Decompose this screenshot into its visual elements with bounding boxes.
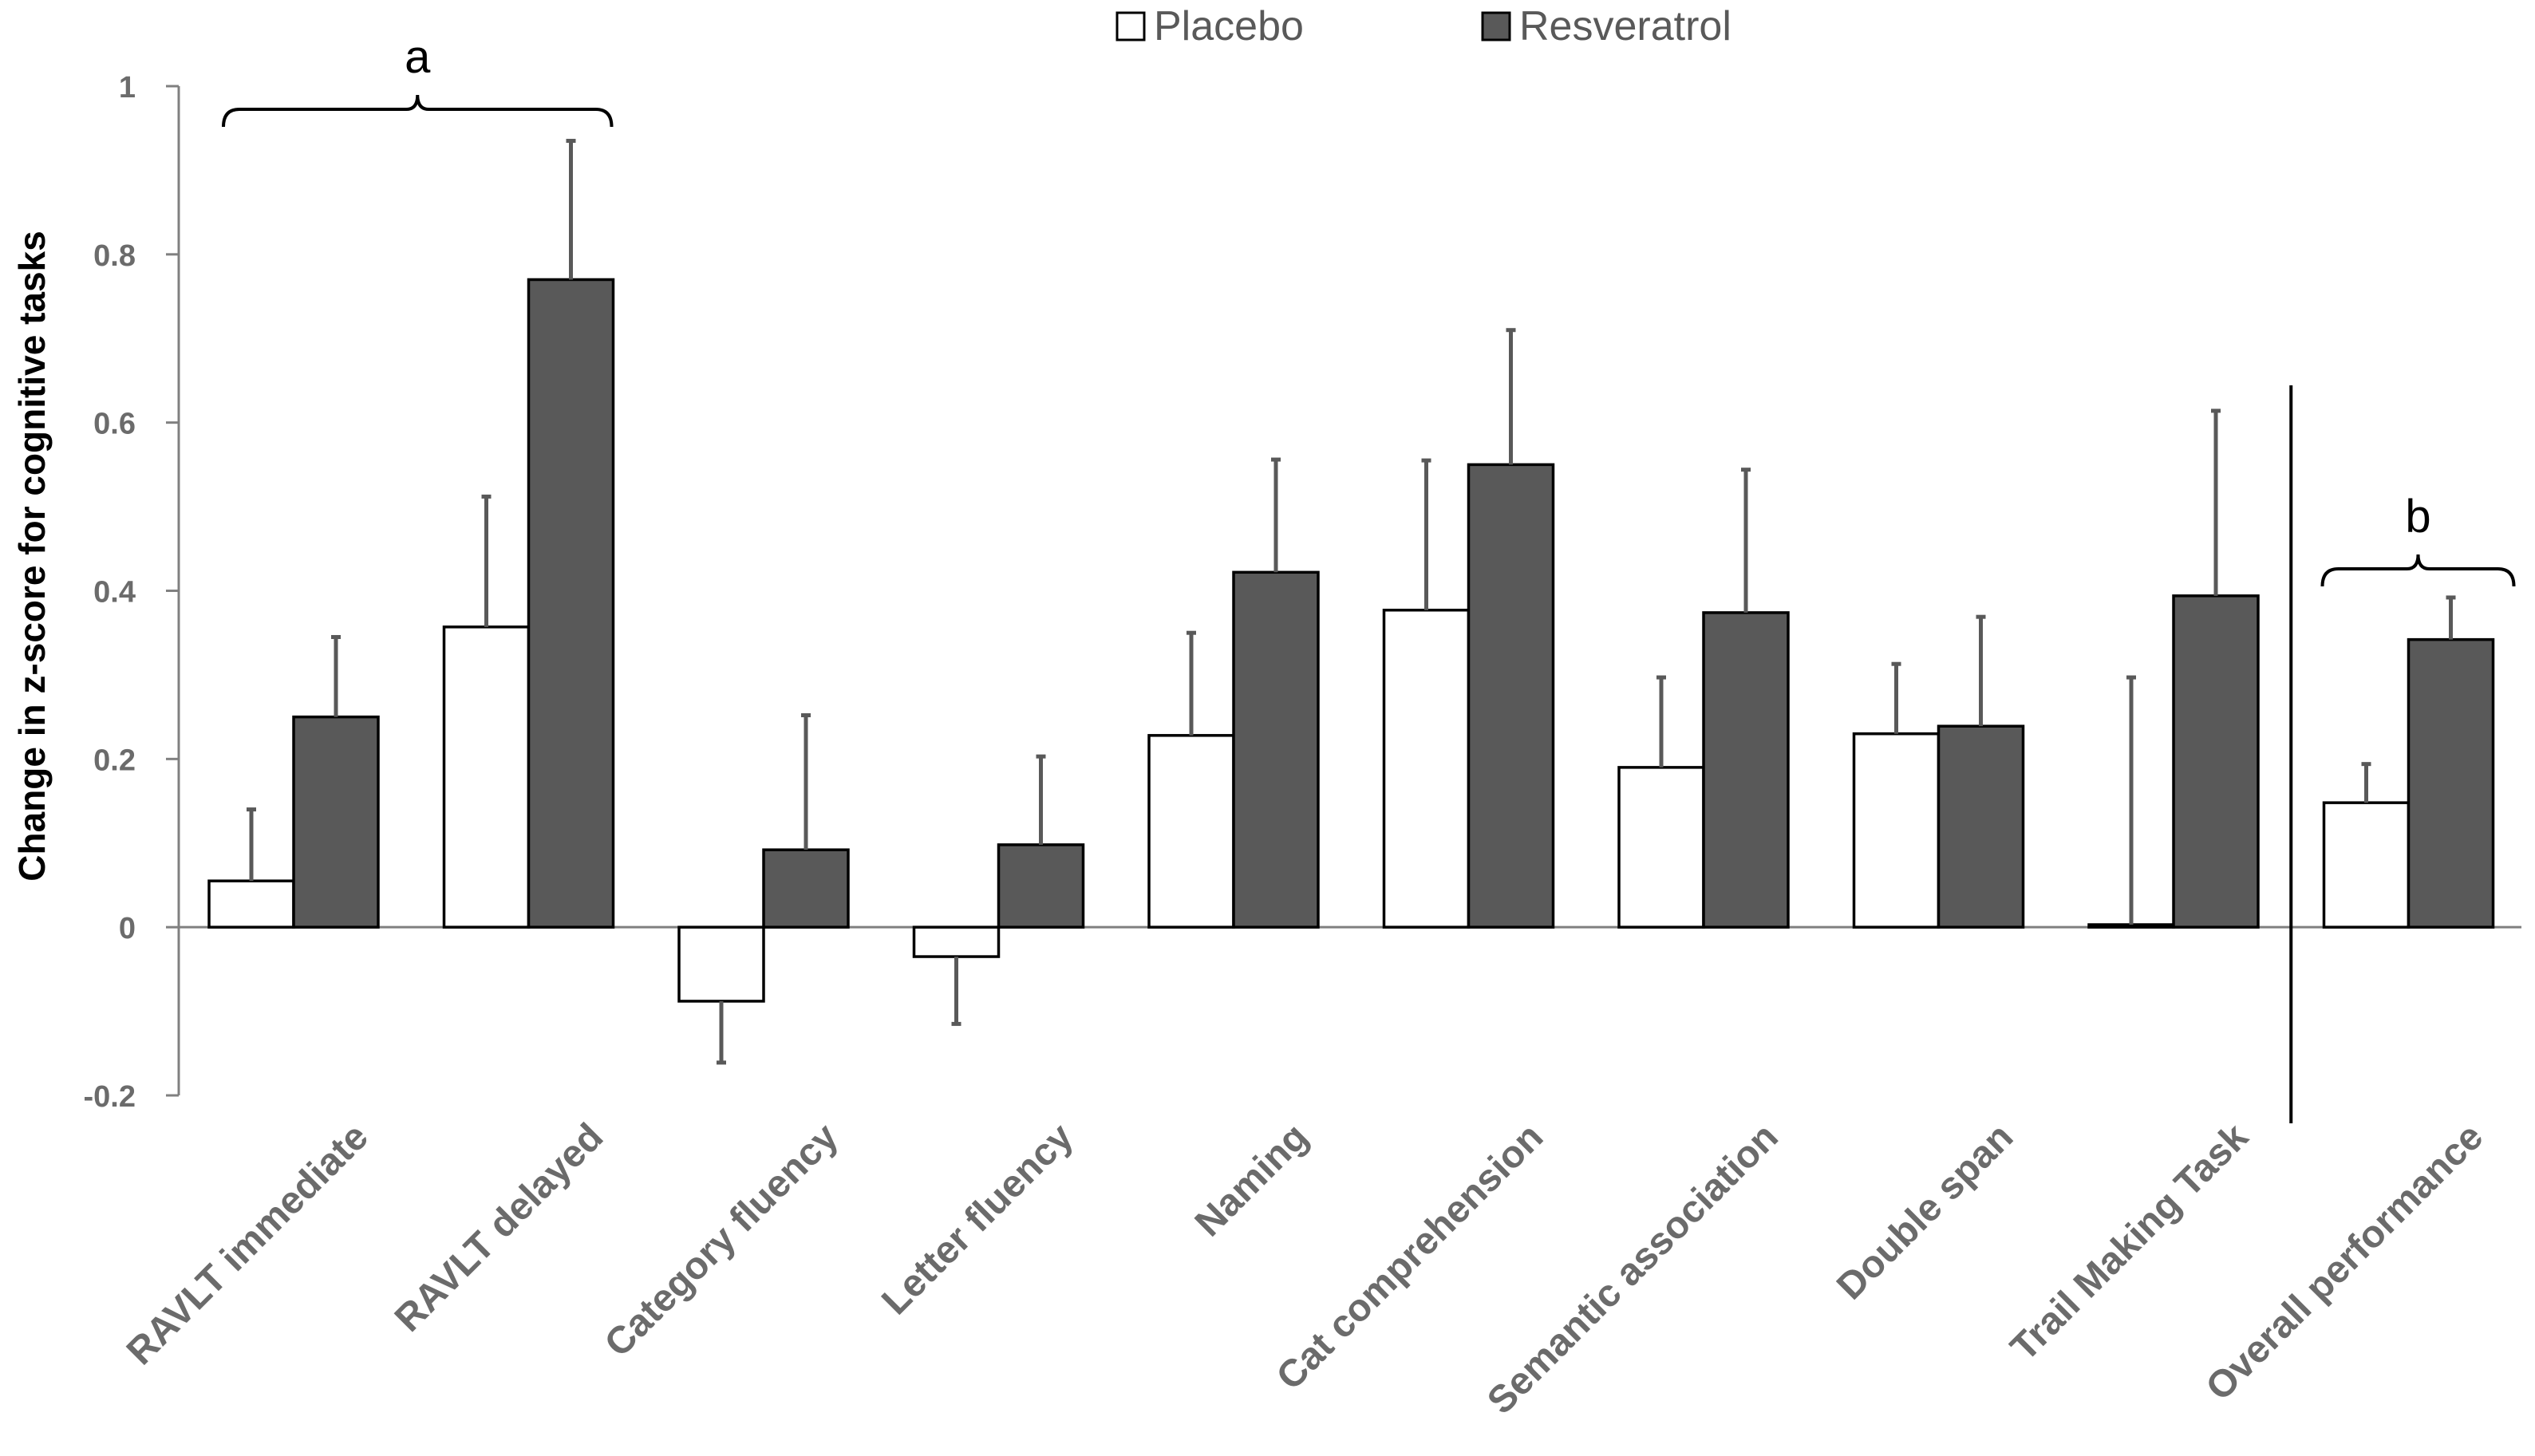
bar-placebo <box>2087 923 2175 929</box>
legend-placebo-swatch <box>1115 11 1146 41</box>
bracket-b <box>2320 554 2516 587</box>
x-tick-label: Trail Making Task <box>2003 1115 2257 1369</box>
y-tick-label: 0.8 <box>93 239 136 273</box>
bar-resveratrol <box>292 715 380 929</box>
bar-resveratrol <box>527 278 615 929</box>
bar-resveratrol <box>2172 594 2260 929</box>
bar-placebo <box>677 925 765 1003</box>
bar-resveratrol <box>997 843 1085 929</box>
legend-resveratrol-label: Resveratrol <box>1519 3 1731 49</box>
y-tick-label: -0.2 <box>84 1080 136 1114</box>
annotations-group: ab <box>222 31 2516 587</box>
bar-placebo <box>1852 732 1941 929</box>
bracket-b-label: b <box>2405 491 2430 543</box>
bar-placebo <box>207 879 295 929</box>
x-tick-label: Naming <box>1187 1115 1317 1245</box>
bracket-a <box>222 94 614 128</box>
bar-resveratrol <box>1702 611 1790 929</box>
error-bars-group <box>247 139 2456 1065</box>
bar-placebo <box>442 625 531 929</box>
legend: Placebo Resveratrol <box>1115 3 1731 49</box>
bar-resveratrol <box>1937 724 2025 929</box>
bar-resveratrol <box>1232 570 1320 929</box>
bar-resveratrol <box>1467 463 1555 929</box>
x-tick-label: Cat comprehension <box>1269 1115 1551 1398</box>
y-tick-label: 0.2 <box>93 744 136 777</box>
x-tick-label: Letter fluency <box>874 1115 1081 1323</box>
x-tick-label: RAVLT immediate <box>119 1115 377 1373</box>
bars-group <box>207 278 2495 1003</box>
bar-resveratrol <box>762 848 850 929</box>
bracket-a-label: a <box>405 31 431 83</box>
bar-placebo <box>2322 801 2411 929</box>
bar-placebo <box>1382 608 1471 929</box>
y-axis-label: Change in z-score for cognitive tasks <box>11 231 53 881</box>
x-tick-label: RAVLT delayed <box>387 1115 611 1340</box>
y-tick-label: 0.4 <box>93 576 136 610</box>
y-tick-label: 0 <box>119 912 136 945</box>
bar-resveratrol <box>2407 637 2495 929</box>
bar-placebo <box>1147 734 1235 929</box>
legend-resveratrol-swatch <box>1481 11 1511 41</box>
x-tick-label: Category fluency <box>597 1115 847 1365</box>
y-tick-label: 1 <box>119 71 136 105</box>
y-tick-label: 0.6 <box>93 408 136 441</box>
bar-placebo <box>912 925 1001 958</box>
bar-placebo <box>1617 766 1705 929</box>
x-tick-label: Double span <box>1829 1115 2021 1308</box>
legend-placebo-label: Placebo <box>1154 3 1304 49</box>
